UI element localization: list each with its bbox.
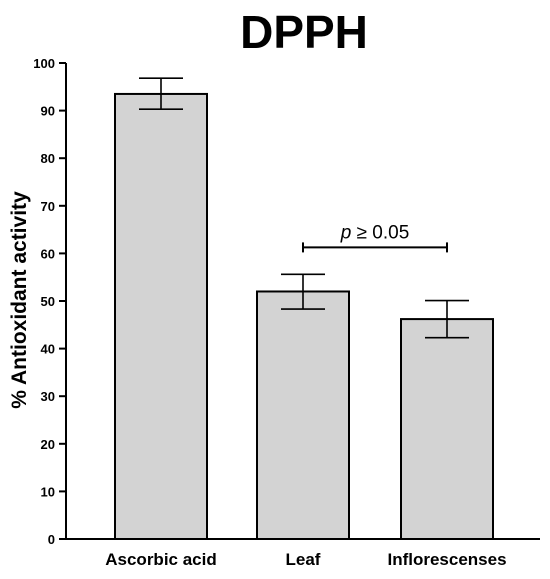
- y-tick-label: 90: [41, 104, 55, 119]
- y-tick-label: 70: [41, 199, 55, 214]
- y-tick-label: 80: [41, 151, 55, 166]
- significance-label: p ≥ 0.05: [340, 222, 410, 243]
- y-tick-label: 50: [41, 294, 55, 309]
- x-tick-label: Ascorbic acid: [105, 550, 217, 569]
- x-tick-label: Leaf: [286, 550, 321, 569]
- y-tick-label: 10: [41, 484, 55, 499]
- x-tick-label: Inflorescenses: [387, 550, 506, 569]
- plot-area: 0 10 20 30 40 50 60 70 80 90 100 Ascorbic acid Leaf I…: [33, 56, 540, 569]
- y-tick-label: 0: [48, 532, 55, 547]
- y-tick-label: 40: [41, 342, 55, 357]
- y-tick-label: 20: [41, 437, 55, 452]
- chart-title: DPPH: [240, 6, 368, 58]
- y-tick-label: 100: [33, 56, 55, 71]
- bar: [256, 290, 350, 541]
- bar: [400, 318, 494, 541]
- y-axis-label: % Antioxidant activity: [8, 191, 31, 409]
- y-tick-label: 30: [41, 389, 55, 404]
- y-tick-label: 60: [41, 246, 55, 261]
- bar: [114, 92, 208, 540]
